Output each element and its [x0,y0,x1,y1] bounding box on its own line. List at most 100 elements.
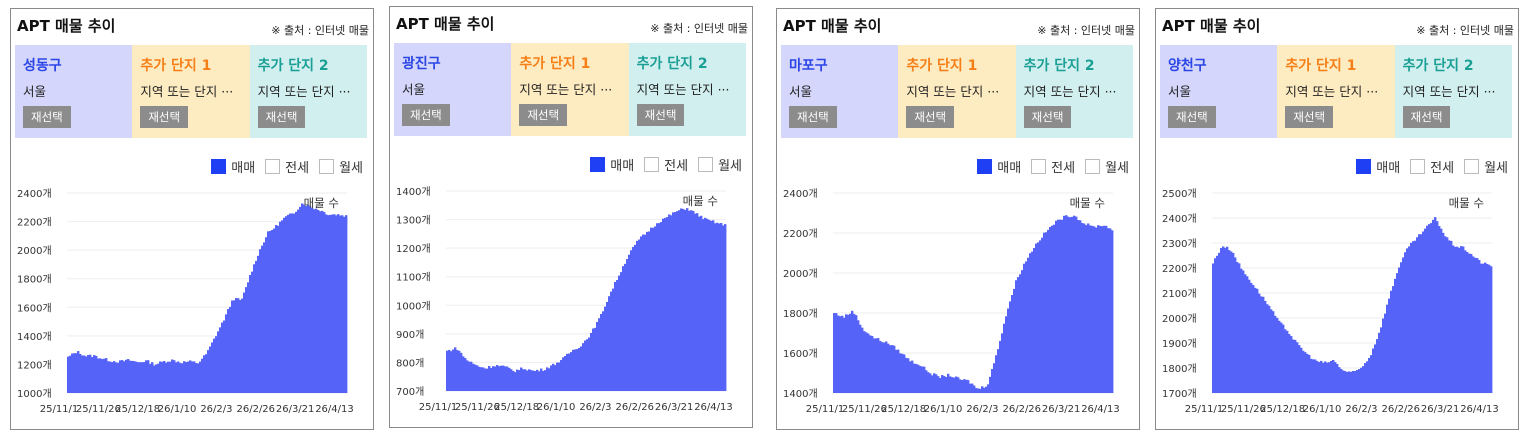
checkbox-monthly[interactable]: 월세 [319,157,363,176]
area-bar [674,212,677,391]
area-bar [163,361,166,393]
area-bar [698,216,701,391]
checkbox-sale[interactable]: 매매 [977,157,1021,176]
area-bar [1218,252,1221,393]
checkbox-jeonse[interactable]: 전세 [644,155,688,174]
y-tick-label: 1000개 [396,300,431,312]
area-bar [496,365,499,391]
area-bar [1412,241,1415,393]
extra-complex-2-box: 추가 단지 2 지역 또는 단지 ··· 재선택 [628,43,746,136]
area-bar [877,338,880,393]
checkbox-icon[interactable] [1410,159,1426,174]
area-bar [311,208,314,393]
reselect-button[interactable]: 재선택 [140,106,189,128]
area-bar [1452,245,1455,393]
selection-boxes: 성동구 서울 재선택 추가 단지 1 지역 또는 단지 ··· 재선택 추가 단… [15,45,367,138]
area-bar [321,210,324,393]
reselect-button[interactable]: 재선택 [257,106,306,128]
checkbox-icon[interactable] [698,157,714,172]
area-bar [181,363,184,393]
reselect-button[interactable]: 재선택 [636,104,685,126]
reselect-button[interactable]: 재선택 [23,106,71,128]
checkbox-icon[interactable] [319,159,335,174]
area-bar [1408,246,1411,393]
area-bar [490,367,493,391]
area-bar [652,227,655,391]
area-bar [179,362,182,393]
area-bar [582,343,585,391]
area-bar [1470,253,1473,393]
area-bar [526,370,529,391]
listing-area-chart: 1700개 1800개 1900개 2000개 2100개 2200개 2300개 2400개… [1162,188,1499,415]
reselect-button[interactable]: 재선택 [789,106,837,128]
panel-title: APT 매물 추이 [783,17,882,35]
area-bar [1318,362,1321,393]
area-bar [586,339,589,391]
reselect-button[interactable]: 재선택 [1285,106,1334,128]
reselect-button[interactable]: 재선택 [1402,106,1451,128]
checkbox-monthly[interactable]: 월세 [1085,157,1129,176]
area-bar [963,379,966,393]
area-bar [1420,234,1423,393]
checkbox-sale[interactable]: 매매 [1356,157,1400,176]
legend-label: 월세 [718,159,742,174]
area-bar [197,363,200,393]
legend-label: 매매 [997,161,1022,176]
area-bar [1212,263,1215,393]
reselect-button[interactable]: 재선택 [906,106,955,128]
area-bar [131,360,134,393]
checkbox-sale[interactable]: 매매 [211,157,255,176]
area-bar [1374,344,1377,393]
checkbox-monthly[interactable]: 월세 [1464,157,1508,176]
area-bar [576,349,579,391]
reselect-button[interactable]: 재선택 [1168,106,1216,128]
source-note: ※ 출처 : 인터넷 매물 [271,24,369,37]
checkbox-jeonse[interactable]: 전세 [1031,157,1075,176]
area-bar [1332,359,1335,393]
area-bar [957,377,960,393]
area-bar [706,218,709,391]
area-bar [1045,232,1048,393]
checkbox-jeonse[interactable]: 전세 [265,157,309,176]
checkbox-icon[interactable] [644,157,660,172]
checkbox-icon[interactable] [1085,159,1101,174]
area-bar [1292,339,1295,393]
reselect-button[interactable]: 재선택 [519,104,568,126]
area-bar [251,271,254,393]
area-bar [905,357,908,393]
checkbox-icon[interactable] [1356,159,1372,174]
area-bar [245,287,248,393]
checkbox-icon[interactable] [1031,159,1047,174]
area-bar [157,363,160,393]
x-tick-label: 26/2/3 [966,404,998,415]
checkbox-monthly[interactable]: 월세 [698,155,742,174]
area-bar [263,242,266,393]
x-tick-label: 25/11/26 [1221,404,1266,415]
y-tick-label: 1900개 [1162,338,1197,350]
reselect-button[interactable]: 재선택 [1023,106,1072,128]
extra-complex-2-box: 추가 단지 2 지역 또는 단지 ··· 재선택 [249,45,367,138]
checkbox-icon[interactable] [265,159,281,174]
y-tick-label: 2000개 [1162,313,1197,325]
checkbox-icon[interactable] [977,159,993,174]
area-bar [243,292,246,393]
checkbox-icon[interactable] [590,157,606,172]
reselect-button[interactable]: 재선택 [402,104,450,126]
checkbox-icon[interactable] [211,159,227,174]
checkbox-icon[interactable] [1464,159,1480,174]
x-tick-label: 25/12/18 [115,404,160,415]
area-bar [109,361,112,393]
area-bar [620,272,623,391]
checkbox-sale[interactable]: 매매 [590,155,634,174]
area-bar [1073,215,1076,393]
y-tick-label: 1000개 [17,388,52,400]
area-bar [87,354,90,393]
area-bar [654,226,657,391]
area-bar [153,365,156,393]
area-bar [299,206,302,393]
area-bar [1111,230,1114,393]
area-bar [1484,262,1487,393]
checkbox-jeonse[interactable]: 전세 [1410,157,1454,176]
area-bar [79,353,82,393]
area-bar [115,362,118,393]
